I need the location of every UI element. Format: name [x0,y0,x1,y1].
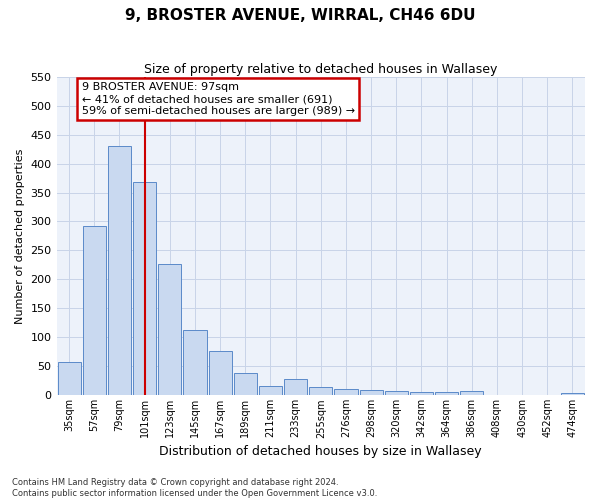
Bar [58,362,80,396]
Bar [234,374,257,396]
Text: Contains HM Land Registry data © Crown copyright and database right 2024.
Contai: Contains HM Land Registry data © Crown c… [12,478,377,498]
Bar [410,392,433,396]
Bar [309,386,332,396]
Text: 9, BROSTER AVENUE, WIRRAL, CH46 6DU: 9, BROSTER AVENUE, WIRRAL, CH46 6DU [125,8,475,22]
X-axis label: Distribution of detached houses by size in Wallasey: Distribution of detached houses by size … [160,444,482,458]
Bar [108,146,131,396]
Bar [284,379,307,396]
Title: Size of property relative to detached houses in Wallasey: Size of property relative to detached ho… [144,62,497,76]
Bar [334,390,358,396]
Bar [158,264,181,396]
Bar [435,392,458,396]
Text: 9 BROSTER AVENUE: 97sqm
← 41% of detached houses are smaller (691)
59% of semi-d: 9 BROSTER AVENUE: 97sqm ← 41% of detache… [82,82,355,116]
Bar [184,330,206,396]
Bar [460,391,484,396]
Y-axis label: Number of detached properties: Number of detached properties [15,148,25,324]
Bar [133,182,156,396]
Bar [359,390,383,396]
Bar [259,386,282,396]
Bar [83,226,106,396]
Bar [385,390,408,396]
Bar [561,393,584,396]
Bar [209,352,232,396]
